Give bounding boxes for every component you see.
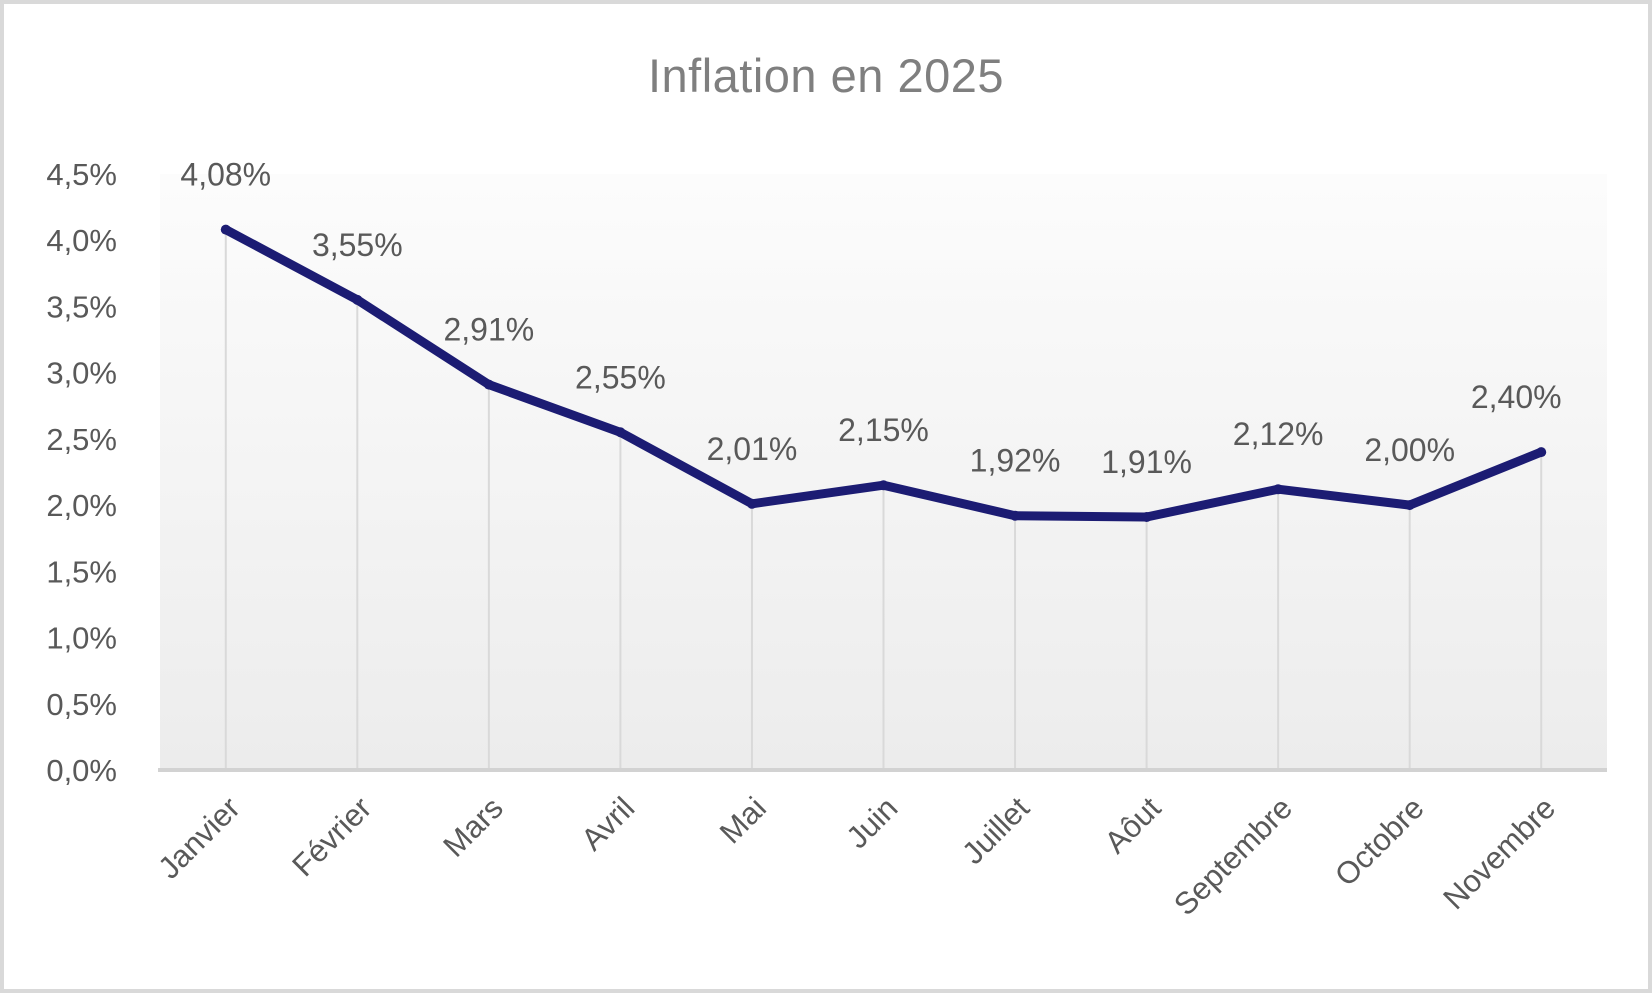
data-point-marker: [352, 294, 363, 305]
data-point-marker: [1141, 512, 1152, 523]
data-point-label: 2,91%: [443, 312, 534, 348]
x-axis-category-label: Février: [285, 790, 378, 883]
y-axis-tick-label: 2,5%: [46, 422, 117, 457]
data-point-marker: [878, 480, 889, 491]
data-point-marker: [483, 379, 494, 390]
y-axis-tick-label: 3,0%: [46, 356, 117, 391]
data-point-marker: [1536, 447, 1547, 458]
data-point-label: 2,00%: [1364, 432, 1455, 468]
data-point-label: 2,55%: [575, 359, 666, 395]
data-point-label: 2,15%: [838, 412, 929, 448]
x-axis-category-label: Aôut: [1098, 790, 1168, 860]
y-axis-tick-label: 4,5%: [46, 157, 117, 192]
y-axis-tick-label: 4,0%: [46, 223, 117, 258]
data-point-label: 1,91%: [1101, 444, 1192, 480]
data-point-label: 3,55%: [312, 227, 403, 263]
y-axis-tick-label: 0,5%: [46, 687, 117, 722]
data-point-label: 4,08%: [180, 157, 271, 193]
x-axis-category-label: Novembre: [1436, 790, 1562, 916]
y-axis-tick-label: 2,0%: [46, 488, 117, 523]
data-point-label: 1,92%: [970, 443, 1061, 479]
y-axis-tick-label: 1,5%: [46, 554, 117, 589]
y-axis-tick-label: 3,5%: [46, 289, 117, 324]
y-axis-tick-label: 1,0%: [46, 621, 117, 656]
x-axis-category-label: Octobre: [1328, 790, 1431, 893]
inflation-line-chart-plot: 4,5% 4,0% 3,5% 3,0% 2,5% 2,0% 1,5% 1,0% 0,5% 0,0%…: [46, 157, 1607, 922]
x-axis-category-label: Juin: [839, 790, 904, 855]
x-axis-category-label: Janvier: [151, 790, 246, 885]
data-point-marker: [746, 498, 757, 509]
data-point-label: 2,40%: [1471, 379, 1562, 415]
data-point-marker: [1010, 510, 1021, 521]
x-axis-category-label: Mai: [713, 790, 773, 850]
data-point-label: 2,12%: [1233, 416, 1324, 452]
x-axis-category-label: Mars: [436, 790, 509, 863]
x-axis-category-label: Avril: [574, 790, 641, 857]
data-point-marker: [1404, 500, 1415, 511]
data-point-label: 2,01%: [707, 431, 798, 467]
data-point-marker: [615, 427, 626, 438]
data-point-marker: [1273, 484, 1284, 495]
x-axis-category-label: Juillet: [955, 790, 1036, 871]
chart-title: Inflation en 2025: [647, 49, 1005, 102]
data-point-marker: [220, 224, 231, 235]
x-axis-category-label: Septembre: [1167, 790, 1299, 922]
y-axis-tick-label: 0,0%: [46, 753, 117, 788]
